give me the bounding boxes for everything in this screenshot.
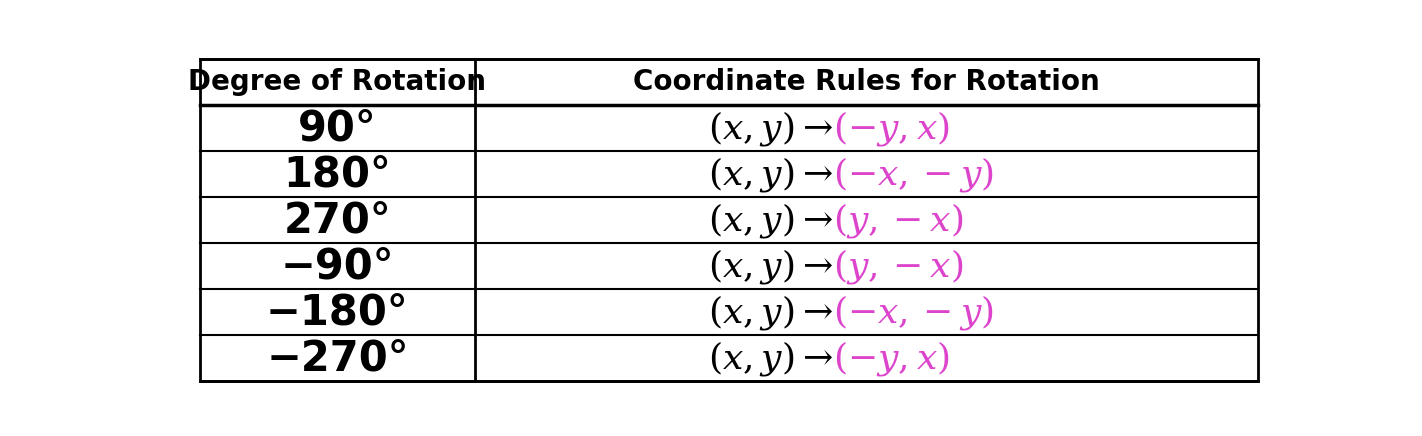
Text: −90°: −90°: [280, 245, 394, 287]
Text: $(-y, x)$: $(-y, x)$: [833, 109, 950, 148]
Text: $(x, y) \rightarrow$: $(x, y) \rightarrow$: [708, 247, 833, 286]
Text: $(y, -x)$: $(y, -x)$: [833, 201, 964, 240]
Text: $(x, y) \rightarrow$: $(x, y) \rightarrow$: [708, 201, 833, 240]
Text: Coordinate Rules for Rotation: Coordinate Rules for Rotation: [633, 68, 1099, 96]
Text: −270°: −270°: [266, 337, 408, 379]
Text: 180°: 180°: [283, 153, 391, 195]
Text: $(-x, -y)$: $(-x, -y)$: [833, 155, 994, 194]
Text: −180°: −180°: [266, 291, 408, 333]
Text: $(-x, -y)$: $(-x, -y)$: [833, 293, 994, 332]
Text: $(-y, x)$: $(-y, x)$: [833, 339, 950, 378]
Text: $(x, y) \rightarrow$: $(x, y) \rightarrow$: [708, 109, 833, 148]
Text: $(y, -x)$: $(y, -x)$: [833, 247, 964, 286]
Text: Degree of Rotation: Degree of Rotation: [188, 68, 486, 96]
Text: $(x, y) \rightarrow$: $(x, y) \rightarrow$: [708, 339, 833, 378]
Text: $(x, y) \rightarrow$: $(x, y) \rightarrow$: [708, 293, 833, 332]
Text: 90°: 90°: [299, 107, 377, 149]
Text: $(x, y) \rightarrow$: $(x, y) \rightarrow$: [708, 155, 833, 194]
Text: 270°: 270°: [283, 199, 391, 241]
